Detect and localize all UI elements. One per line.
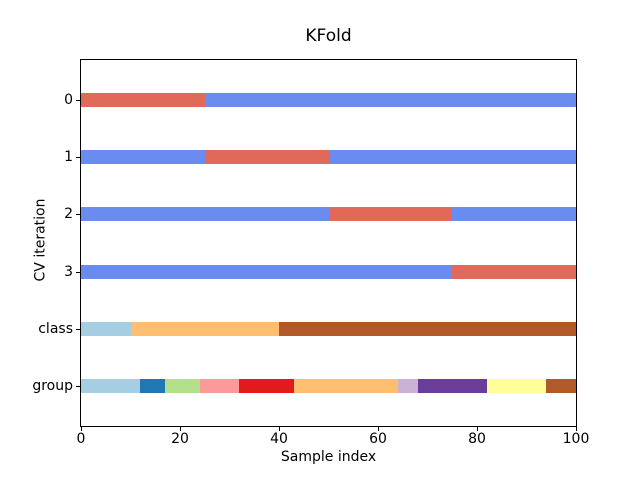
bar-segment-group-group-2 <box>165 378 200 393</box>
y-tick-group <box>76 386 80 387</box>
y-tick-label-class: class <box>38 321 73 337</box>
bar-segment-0-train <box>204 93 576 108</box>
y-tick-1 <box>76 157 80 158</box>
bar-segment-class-class-0 <box>81 321 131 336</box>
x-tick-label-20: 20 <box>171 431 189 447</box>
y-tick-label-group: group <box>32 378 73 394</box>
bar-segment-group-group-8 <box>486 378 547 393</box>
bar-segment-1-test <box>204 150 329 165</box>
y-tick-3 <box>76 272 80 273</box>
bar-segment-0-test <box>81 93 205 108</box>
y-tick-label-0: 0 <box>64 92 73 108</box>
x-tick-label-40: 40 <box>270 431 288 447</box>
chart-row-3 <box>81 264 576 279</box>
chart-row-class <box>81 321 576 336</box>
y-tick-label-2: 2 <box>64 206 73 222</box>
bar-segment-group-group-3 <box>199 378 240 393</box>
bar-segment-3-train <box>81 264 453 279</box>
bar-segment-1-train <box>328 150 576 165</box>
chart-row-1 <box>81 150 576 165</box>
bar-segment-group-group-5 <box>293 378 398 393</box>
bar-segment-group-group-0 <box>81 378 141 393</box>
y-tick-label-1: 1 <box>64 149 73 165</box>
x-axis-label: Sample index <box>280 449 377 465</box>
x-tick-label-0: 0 <box>76 431 86 447</box>
bar-segment-3-test <box>452 264 576 279</box>
y-tick-2 <box>76 214 80 215</box>
x-tick-80 <box>477 427 478 431</box>
plot-area <box>80 59 577 427</box>
x-tick-label-60: 60 <box>369 431 387 447</box>
y-tick-0 <box>76 100 80 101</box>
bar-segment-2-test <box>328 207 453 222</box>
y-tick-label-3: 3 <box>64 264 73 280</box>
chart-row-group <box>81 378 576 393</box>
bar-segment-1-train <box>81 150 205 165</box>
bar-segment-group-group-4 <box>239 378 294 393</box>
bar-segment-group-group-7 <box>417 378 487 393</box>
bar-segment-group-group-1 <box>140 378 166 393</box>
chart-title: KFold <box>305 26 352 46</box>
chart-row-2 <box>81 207 576 222</box>
bar-segment-group-group-9 <box>546 378 576 393</box>
x-tick-20 <box>180 427 181 431</box>
x-tick-label-100: 100 <box>562 431 590 447</box>
bar-segment-group-group-6 <box>397 378 418 393</box>
y-tick-class <box>76 329 80 330</box>
x-tick-label-80: 80 <box>468 431 486 447</box>
x-tick-40 <box>279 427 280 431</box>
bar-segment-class-class-2 <box>279 321 576 336</box>
chart-row-0 <box>81 93 576 108</box>
bar-segment-2-train <box>452 207 576 222</box>
bar-segment-class-class-1 <box>130 321 279 336</box>
x-tick-60 <box>378 427 379 431</box>
x-tick-0 <box>81 427 82 431</box>
bar-segment-2-train <box>81 207 329 222</box>
x-tick-100 <box>576 427 577 431</box>
